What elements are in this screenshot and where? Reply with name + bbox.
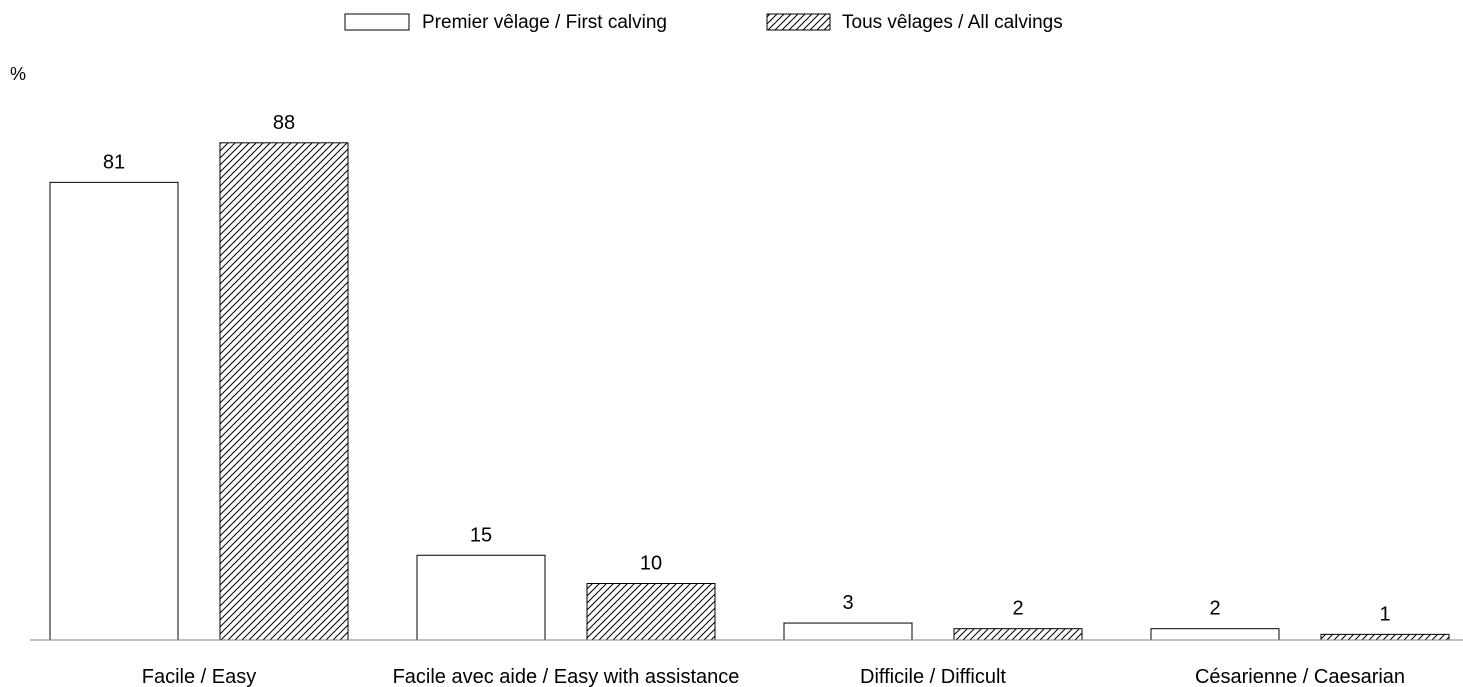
bar-all-calvings-0	[219, 142, 349, 641]
category-label-2: Difficile / Difficult	[860, 666, 1006, 687]
category-label-0: Facile / Easy	[142, 666, 256, 687]
value-label-first-calving-0: 81	[103, 151, 125, 173]
category-label-3: Césarienne / Caesarian	[1195, 666, 1405, 687]
value-label-all-calvings-0: 88	[273, 112, 295, 134]
bar-all-calvings-3	[1320, 633, 1450, 641]
bar-first-calving-2	[783, 622, 913, 641]
legend-label-all-calvings: Tous vêlages / All calvings	[842, 12, 1063, 33]
value-label-first-calving-1: 15	[470, 524, 492, 546]
value-labels-group: 81 88 15 10 3 2 2 1	[103, 112, 1391, 626]
category-labels-group: Facile / Easy Facile avec aide / Easy wit…	[142, 666, 1405, 687]
bar-all-calvings-2	[953, 628, 1083, 641]
value-label-all-calvings-2: 2	[1012, 598, 1023, 620]
legend: Premier vêlage / First calving Tous vêla…	[344, 12, 1063, 33]
bar-all-calvings-1	[586, 583, 716, 641]
bars-group	[49, 142, 1450, 641]
legend-swatch-first-calving	[344, 13, 410, 31]
category-label-1: Facile avec aide / Easy with assistance	[393, 666, 740, 687]
bar-first-calving-0	[49, 181, 179, 641]
value-label-all-calvings-3: 1	[1379, 603, 1390, 625]
legend-swatch-all-calvings	[766, 13, 831, 31]
legend-label-first-calving: Premier vêlage / First calving	[422, 12, 667, 33]
value-label-all-calvings-1: 10	[640, 553, 662, 575]
y-axis-unit: %	[10, 64, 26, 84]
bar-first-calving-1	[416, 554, 546, 641]
bar-first-calving-3	[1150, 628, 1280, 641]
value-label-first-calving-3: 2	[1209, 598, 1220, 620]
value-label-first-calving-2: 3	[842, 592, 853, 614]
